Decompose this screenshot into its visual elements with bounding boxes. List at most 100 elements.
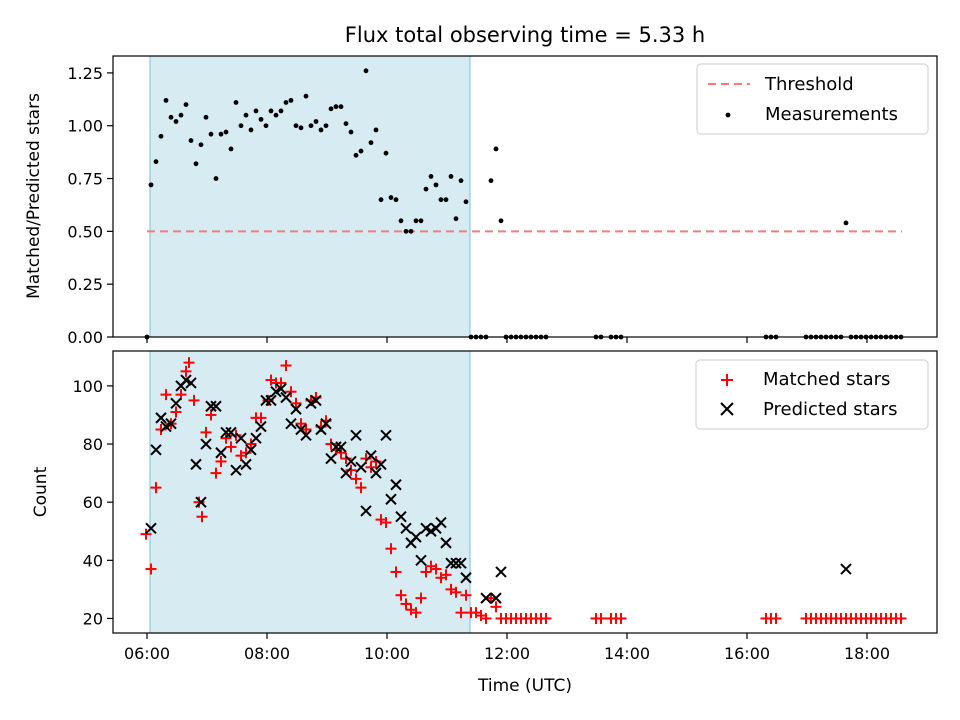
matched-stars-point xyxy=(380,517,392,529)
legend-matched-label: Matched stars xyxy=(763,369,890,390)
predicted-stars-point xyxy=(440,537,452,549)
matched-stars-point xyxy=(615,612,627,624)
predicted-stars-point xyxy=(415,554,427,567)
top-ytick-label: 0.00 xyxy=(67,328,103,347)
predicted-stars-point xyxy=(320,417,332,430)
measurement-point xyxy=(163,97,169,103)
measurement-point xyxy=(273,112,279,118)
top-ytick-label: 1.00 xyxy=(67,117,103,136)
measurement-point xyxy=(148,182,154,188)
predicted-stars-point xyxy=(220,426,232,439)
predicted-stars-point xyxy=(210,400,222,412)
predicted-stars-point xyxy=(265,394,277,407)
xtick-label: 12:00 xyxy=(484,644,530,663)
predicted-stars-point xyxy=(225,426,237,439)
predicted-stars-point xyxy=(365,449,377,462)
measurement-point xyxy=(243,112,249,118)
measurement-point xyxy=(193,161,199,167)
bottom-legend: Matched stars Predicted stars xyxy=(695,359,929,430)
measurement-point xyxy=(453,216,459,222)
matched-stars-point xyxy=(340,453,352,465)
measurement-point xyxy=(188,138,194,143)
predicted-stars-point xyxy=(380,429,392,442)
matched-stars-point xyxy=(215,455,227,467)
predicted-stars-point xyxy=(345,455,357,468)
matched-stars-point xyxy=(255,412,267,424)
measurement-point xyxy=(408,228,414,234)
measurement-point xyxy=(318,127,324,133)
measurement-point xyxy=(198,142,204,148)
matched-stars-point xyxy=(415,592,427,604)
matched-stars-point xyxy=(240,447,252,459)
matched-stars-point xyxy=(196,511,208,523)
measurement-point xyxy=(158,133,164,139)
top-ytick-label: 1.25 xyxy=(67,64,103,83)
matched-stars-point xyxy=(355,482,367,494)
legend-measurements-label: Measurements xyxy=(765,104,898,125)
measurement-point xyxy=(338,104,344,110)
matched-stars-point xyxy=(175,389,187,401)
measurement-point xyxy=(263,123,269,129)
xtick-label: 16:00 xyxy=(724,644,770,663)
measurement-point xyxy=(153,159,159,165)
predicted-stars-point xyxy=(260,394,272,407)
measurement-point xyxy=(288,97,294,103)
predicted-stars-point xyxy=(285,417,297,430)
predicted-stars-point xyxy=(290,403,302,415)
predicted-stars-point xyxy=(455,557,467,569)
predicted-stars-point xyxy=(195,496,207,508)
matched-stars-point xyxy=(540,612,552,624)
top-ytick-label: 0.50 xyxy=(67,222,103,241)
predicted-stars-point xyxy=(310,394,322,407)
matched-stars-point xyxy=(205,409,217,421)
predicted-stars-point xyxy=(375,458,387,471)
predicted-stars-point xyxy=(275,383,287,395)
predicted-stars-point xyxy=(230,464,242,476)
predicted-stars-point xyxy=(190,458,202,471)
measurement-point xyxy=(168,114,174,120)
measurement-point xyxy=(373,127,379,133)
matched-stars-point xyxy=(150,482,162,494)
measurement-point xyxy=(228,146,234,152)
measurement-point xyxy=(333,104,339,110)
predicted-stars-point xyxy=(165,417,177,430)
predicted-stars-point xyxy=(410,531,422,543)
matched-stars-point xyxy=(230,429,242,441)
measurement-point xyxy=(403,228,409,234)
predicted-stars-point xyxy=(400,522,412,535)
bottom-ytick-label: 40 xyxy=(83,551,103,570)
top-panel: 0.00 0.25 0.50 0.75 1.00 1.25 Matched/Predict… xyxy=(24,55,938,347)
measurement-point xyxy=(438,197,444,203)
measurement-point xyxy=(213,176,219,181)
predicted-stars-point xyxy=(300,429,312,442)
measurement-point xyxy=(418,218,424,224)
measurement-point xyxy=(488,178,494,184)
matched-stars-point xyxy=(290,397,302,409)
legend-predicted-icon xyxy=(720,402,734,416)
matched-stars-point xyxy=(285,386,297,398)
matched-stars-point xyxy=(245,438,257,450)
predicted-stars-point xyxy=(255,420,267,433)
measurement-point xyxy=(173,119,179,124)
matched-stars-point xyxy=(420,566,432,578)
top-ytick-label: 0.75 xyxy=(67,170,103,189)
measurement-point xyxy=(413,218,419,224)
matched-stars-point xyxy=(335,447,347,459)
measurement-point xyxy=(248,127,254,133)
measurement-point xyxy=(203,114,209,120)
measurement-point xyxy=(258,116,264,122)
measurement-point xyxy=(308,123,314,129)
legend-matched-icon xyxy=(721,374,733,386)
measurement-point xyxy=(313,119,319,124)
measurement-point xyxy=(268,108,274,114)
matched-stars-point xyxy=(210,467,222,479)
measurement-point xyxy=(428,174,434,179)
matched-stars-point xyxy=(385,543,397,555)
predicted-stars-point xyxy=(840,563,852,575)
matched-stars-point xyxy=(365,461,377,473)
matched-stars-point xyxy=(160,389,172,401)
measurement-point xyxy=(218,131,224,137)
x-axis-label: Time (UTC) xyxy=(477,676,572,696)
xtick-label: 14:00 xyxy=(604,644,650,663)
matched-stars-point xyxy=(350,473,362,485)
